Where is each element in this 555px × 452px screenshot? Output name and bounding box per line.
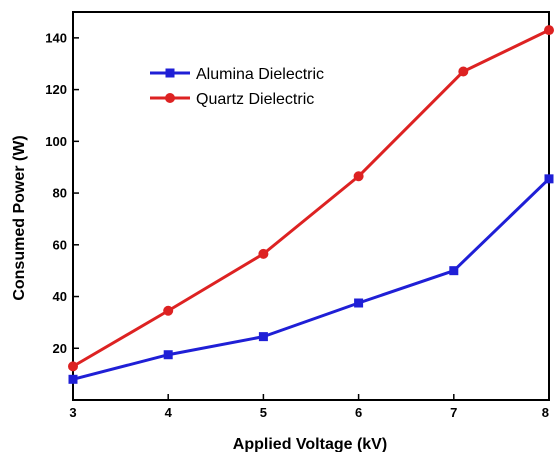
x-tick-label: 4 — [165, 405, 173, 420]
legend-marker — [165, 68, 175, 78]
legend-item: Alumina Dielectric — [150, 66, 324, 83]
series-1 — [68, 25, 554, 372]
data-point — [449, 266, 459, 276]
y-tick-label: 40 — [53, 289, 67, 304]
y-tick-label: 60 — [53, 237, 67, 252]
x-tick-label: 7 — [450, 405, 457, 420]
legend-item: Quartz Dielectric — [150, 91, 314, 108]
series-layer — [68, 25, 554, 384]
data-point — [163, 350, 173, 360]
legend-marker — [165, 93, 175, 103]
plot-border — [72, 11, 550, 401]
x-tick-label: 8 — [542, 405, 549, 420]
y-axis: 20 40 60 80 100 120 140 — [45, 30, 79, 356]
y-tick-label: 100 — [45, 134, 67, 149]
data-point — [163, 305, 174, 316]
legend: Alumina Dielectric Quartz Dielectric — [150, 66, 324, 108]
legend-label: Quartz Dielectric — [196, 91, 314, 108]
data-point — [68, 374, 78, 384]
x-tick-label: 5 — [260, 405, 267, 420]
data-point — [354, 298, 364, 308]
data-point — [458, 66, 469, 77]
data-point — [258, 248, 269, 259]
y-tick-label: 140 — [45, 30, 67, 45]
y-tick-label: 20 — [53, 341, 67, 356]
data-point — [258, 332, 268, 342]
data-point — [544, 25, 554, 36]
plot-area — [72, 11, 550, 401]
y-axis-title: Consumed Power (W) — [11, 135, 28, 300]
data-point — [68, 361, 78, 372]
data-point — [353, 171, 364, 182]
series-line — [72, 177, 551, 381]
series-0 — [68, 174, 554, 384]
y-tick-label: 80 — [53, 186, 67, 201]
y-tick-label: 120 — [45, 82, 67, 97]
legend-label: Alumina Dielectric — [196, 66, 324, 83]
x-tick-label: 6 — [355, 405, 362, 420]
series-line — [72, 28, 550, 368]
x-tick-label: 3 — [69, 405, 76, 420]
x-axis: 3 4 5 6 7 8 — [69, 394, 550, 420]
data-point — [544, 174, 554, 184]
x-axis-title: Applied Voltage (kV) — [233, 436, 387, 452]
